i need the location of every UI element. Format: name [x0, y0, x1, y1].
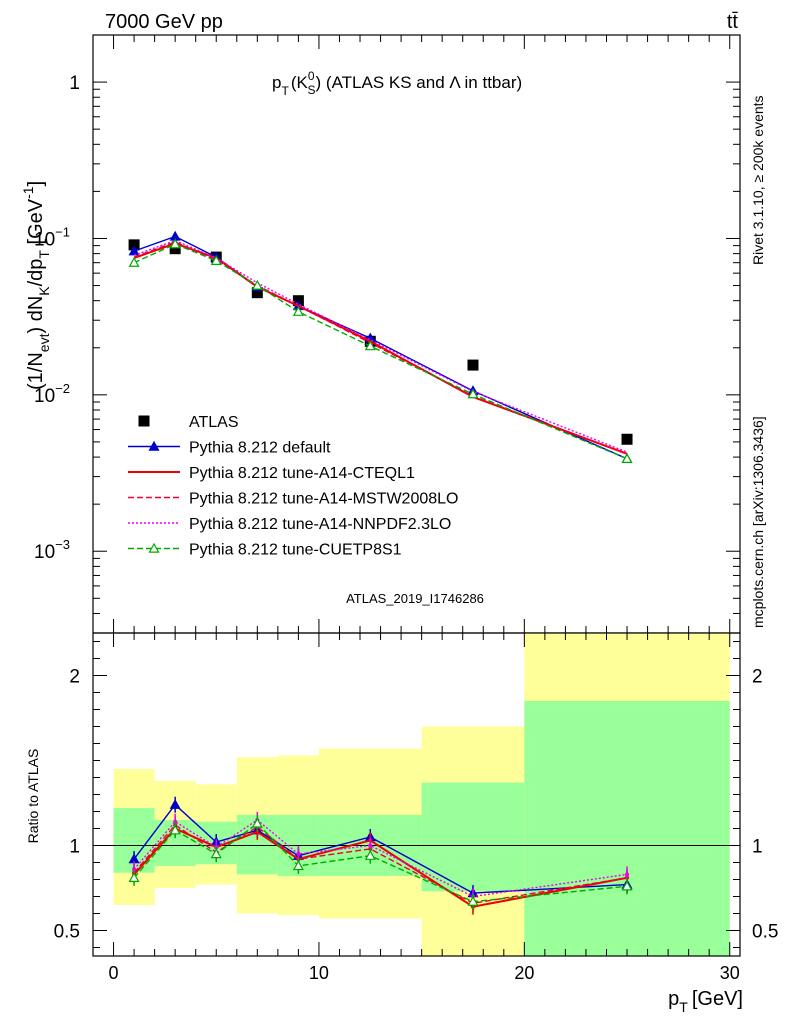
ratio-marker — [296, 852, 301, 856]
series-marker — [169, 238, 181, 249]
ratio-marker — [467, 895, 479, 906]
x-tick-label: 20 — [514, 963, 534, 983]
x-tick-label: 0 — [109, 963, 119, 983]
ratio-marker — [621, 880, 633, 891]
x-tick-label: 30 — [720, 963, 740, 983]
y-tick-label: 1 — [69, 73, 80, 94]
analysis-id: ATLAS_2019_I1746286 — [346, 591, 484, 606]
series-line — [133, 241, 628, 455]
ratio-marker — [292, 860, 304, 871]
plot-title: pT (K0 S) (ATLAS KS and Λ in ttbar) — [272, 69, 522, 98]
ratio-marker — [364, 849, 376, 860]
ratio-y-tick-label: 0.5 — [54, 922, 80, 943]
ratio-marker — [173, 819, 178, 824]
ratio-y-label: Ratio to ATLAS — [25, 749, 41, 844]
rivet-label: Rivet 3.1.10, ≥ 200k events — [750, 95, 766, 265]
mcplots-label: mcplots.cern.ch [arXiv:1306.3436] — [750, 416, 766, 628]
series-marker — [128, 256, 140, 267]
series-line — [133, 243, 628, 460]
series-marker — [621, 453, 633, 463]
ratio-y-tick-label-right: 0.5 — [752, 922, 778, 943]
y-tick-label: 10−1 — [34, 224, 70, 250]
y-tick-label: 10−2 — [34, 381, 70, 407]
ratio-y-tick-label-right: 2 — [752, 667, 763, 688]
ratio-marker — [169, 798, 181, 809]
ratio-marker — [128, 872, 140, 883]
series-marker — [467, 388, 479, 399]
band-1sigma — [524, 701, 730, 956]
ratio-y-tick-label: 2 — [69, 667, 80, 688]
ratio-y-tick-label-right: 1 — [752, 837, 763, 858]
ratio-line — [133, 822, 628, 903]
ratio-line — [133, 819, 628, 898]
legend-marker — [148, 440, 160, 451]
series-marker — [251, 279, 263, 290]
x-tick-label: 10 — [309, 963, 329, 983]
atlas-point — [169, 243, 181, 255]
x-axis-label: pT [GeV] — [668, 988, 743, 1015]
atlas-point — [251, 287, 263, 299]
atlas-point — [621, 433, 633, 445]
legend-label: Pythia 8.212 tune-A14-MSTW2008LO — [189, 491, 458, 508]
ratio-marker — [625, 872, 630, 877]
process-label: tt̄ — [727, 11, 739, 33]
legend-label: Pythia 8.212 default — [189, 440, 331, 457]
legend-label: Pythia 8.212 tune-A14-CTEQL1 — [189, 465, 415, 482]
y-tick-label: 10−3 — [34, 537, 70, 563]
atlas-point — [128, 239, 140, 251]
series-marker — [292, 305, 304, 316]
energy-label: 7000 GeV pp — [105, 11, 223, 33]
atlas-point — [467, 359, 479, 371]
ratio-marker — [368, 843, 373, 848]
ratio-line — [133, 803, 628, 894]
ratio-marker — [251, 817, 263, 828]
ratio-marker — [132, 867, 137, 872]
band-1sigma — [421, 782, 525, 892]
legend-label: Pythia 8.212 tune-CUETP8S1 — [189, 542, 402, 559]
main-y-label: (1/Nevt) dNK/dpT [GeV-1] — [20, 181, 52, 390]
legend-marker — [138, 415, 150, 427]
legend-label: ATLAS — [189, 414, 239, 431]
legend-label: Pythia 8.212 tune-A14-NNPDF2.3LO — [189, 516, 451, 533]
series-marker — [210, 255, 222, 265]
ratio-marker — [169, 824, 181, 835]
ratio-y-tick-label: 1 — [69, 837, 80, 858]
series-marker — [364, 340, 376, 351]
ratio-marker — [210, 848, 222, 859]
legend-marker — [148, 542, 160, 553]
